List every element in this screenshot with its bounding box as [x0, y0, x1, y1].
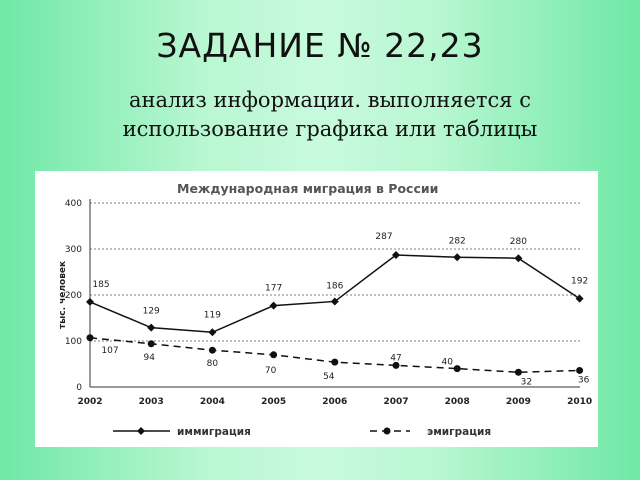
chart-frame: Международная миграция в России 0 100 200 30… — [35, 171, 598, 447]
data-point-emigration — [453, 365, 461, 373]
data-label-emigration: 107 — [101, 346, 118, 356]
x-tick-label: 2006 — [322, 397, 347, 407]
legend-marker-immigration — [137, 427, 145, 435]
data-label-immigration: 280 — [510, 237, 527, 247]
data-point-immigration — [147, 323, 156, 332]
x-tick-label: 2009 — [506, 397, 531, 407]
data-point-immigration — [453, 253, 462, 262]
data-label-emigration: 80 — [207, 359, 219, 369]
slide-subtitle: анализ информации. выполняется с использ… — [60, 86, 600, 144]
data-label-immigration: 185 — [92, 280, 109, 290]
subtitle-line-1: анализ информации. выполняется с — [129, 88, 531, 112]
series-line-emigration — [89, 337, 580, 374]
data-point-emigration — [331, 358, 339, 366]
data-label-emigration: 70 — [265, 366, 277, 376]
data-point-emigration — [147, 340, 155, 348]
series-line-immigration — [89, 254, 581, 334]
data-label-emigration: 32 — [521, 377, 532, 387]
x-tick-label: 2004 — [200, 397, 225, 407]
x-tick-label: 2002 — [77, 397, 102, 407]
data-label-immigration: 119 — [204, 310, 221, 320]
y-tick-label: 300 — [65, 245, 82, 255]
data-label-emigration: 47 — [390, 353, 401, 363]
data-point-emigration — [86, 334, 94, 342]
slide-title: ЗАДАНИЕ № 22,23 — [156, 26, 484, 65]
data-label-emigration: 94 — [143, 353, 155, 363]
data-point-immigration — [86, 297, 94, 306]
data-point-immigration — [208, 328, 217, 337]
data-point-immigration — [575, 294, 584, 303]
legend-marker-emigration — [383, 427, 391, 435]
data-label-immigration: 177 — [265, 284, 282, 294]
data-point-immigration — [514, 254, 523, 263]
data-label-emigration: 40 — [441, 358, 453, 368]
chart-title: Международная миграция в России — [177, 181, 438, 196]
y-tick-label: 400 — [65, 199, 82, 209]
x-tick-label: 2010 — [567, 397, 592, 407]
x-tick-label: 2008 — [445, 397, 470, 407]
data-label-immigration: 186 — [326, 281, 343, 291]
legend-label-emigration: эмиграция — [427, 426, 491, 438]
data-label-emigration: 54 — [323, 372, 335, 382]
data-point-emigration — [270, 351, 278, 359]
data-label-immigration: 282 — [449, 236, 466, 246]
x-tick-label: 2007 — [383, 397, 408, 407]
data-point-immigration — [269, 301, 278, 310]
y-axis-label: тыс. человек — [58, 261, 68, 329]
legend-label-immigration: иммиграция — [177, 426, 251, 438]
data-point-emigration — [576, 366, 584, 374]
y-tick-label: 200 — [65, 291, 82, 301]
data-label-immigration: 192 — [571, 277, 588, 287]
x-tick-label: 2005 — [261, 397, 286, 407]
data-point-emigration — [514, 368, 522, 376]
y-tick-label: 0 — [76, 383, 82, 393]
x-tick-label: 2003 — [139, 397, 164, 407]
data-point-emigration — [392, 361, 400, 369]
data-point-immigration — [392, 250, 400, 259]
data-label-immigration: 129 — [143, 307, 160, 317]
subtitle-line-2: использование графика или таблицы — [122, 117, 538, 141]
data-label-emigration: 36 — [578, 375, 590, 385]
y-tick-label: 100 — [65, 337, 82, 347]
data-point-immigration — [330, 297, 339, 306]
data-label-immigration: 287 — [375, 232, 392, 242]
migration-chart: Международная миграция в России 0 100 200 30… — [58, 181, 592, 438]
data-point-emigration — [208, 346, 216, 354]
